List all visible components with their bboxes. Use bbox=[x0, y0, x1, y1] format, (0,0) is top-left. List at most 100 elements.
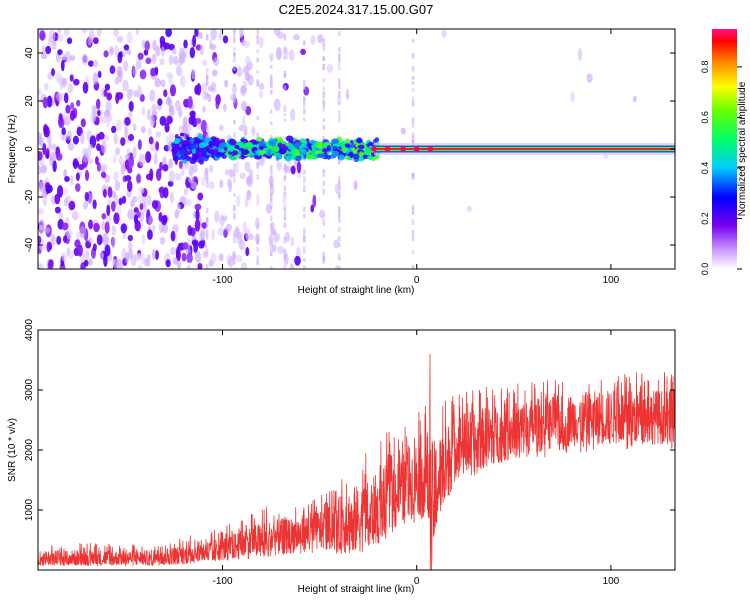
spectrogram-cell bbox=[233, 192, 236, 197]
spectrogram-cell bbox=[38, 219, 45, 230]
spectrogram-cell bbox=[196, 83, 202, 96]
spectrogram-cell bbox=[70, 175, 74, 186]
spectrogram-cell bbox=[136, 173, 141, 184]
spectrogram-cell bbox=[173, 138, 181, 144]
spectrogram-cell bbox=[205, 36, 209, 41]
spectrogram-cell bbox=[317, 34, 324, 44]
spectrogram-cell bbox=[338, 83, 341, 90]
spectrogram-cell bbox=[69, 74, 74, 82]
spectrogram-cell bbox=[233, 176, 236, 183]
spectrogram-cell bbox=[370, 146, 377, 152]
spectrogram-cell bbox=[205, 92, 209, 97]
spectrogram-cell bbox=[154, 77, 161, 88]
spectrogram-cell bbox=[411, 139, 415, 144]
spectrogram-cell bbox=[303, 258, 306, 262]
spectrogram-cell bbox=[41, 163, 48, 174]
spectrogram-cell bbox=[137, 139, 142, 150]
spectrogram-cell bbox=[88, 258, 93, 266]
spectrogram-cell bbox=[201, 222, 208, 229]
spectrogram-cell bbox=[326, 63, 334, 73]
spectrogram-cell bbox=[70, 102, 75, 110]
spectrogram-cell bbox=[233, 230, 236, 237]
spectrogram-cell bbox=[322, 251, 325, 257]
spectrogram-cell bbox=[322, 91, 325, 99]
spectrogram-cell bbox=[235, 194, 241, 207]
spectrogram-cell bbox=[145, 151, 152, 163]
spectrogram-cell bbox=[211, 229, 216, 241]
spectrogram-cell bbox=[143, 49, 149, 56]
spectrogram-cell bbox=[136, 252, 143, 260]
spectrogram-cell bbox=[201, 176, 206, 187]
colorbar-ticks: 0.0 0.2 0.4 0.6 0.8 bbox=[700, 61, 742, 275]
spectrogram-cell bbox=[241, 39, 246, 47]
spectrogram-cell bbox=[283, 185, 287, 192]
spectrogram-cell bbox=[164, 42, 171, 50]
spectrogram-cell bbox=[56, 235, 62, 245]
spectrogram-cell bbox=[303, 189, 306, 193]
spectrogram-cell bbox=[239, 172, 246, 180]
spectrogram-cell bbox=[338, 78, 341, 84]
spectrogram-cell bbox=[258, 141, 264, 147]
spectrogram-cell bbox=[118, 197, 123, 206]
spectrogram-cell bbox=[42, 97, 48, 109]
spectrogram-cell bbox=[127, 133, 135, 142]
spectrogram-cell bbox=[201, 82, 208, 94]
spectrogram-cell bbox=[165, 259, 171, 268]
spectrogram-cell bbox=[427, 146, 434, 152]
spectrogram-cell bbox=[322, 55, 325, 62]
spectrogram-cell bbox=[278, 149, 287, 155]
spectrogram-cell bbox=[47, 143, 53, 151]
x-tick-label: -100 bbox=[212, 275, 232, 286]
spectrogram-cell bbox=[38, 131, 42, 141]
spectrogram-cell bbox=[224, 168, 230, 176]
spectrogram-cell bbox=[132, 123, 137, 132]
spectrogram-cell bbox=[113, 133, 118, 145]
spectrogram-cell bbox=[222, 35, 229, 44]
spectrogram-cell bbox=[145, 173, 153, 181]
spectrogram-cell bbox=[233, 170, 236, 177]
spectrogram-cell bbox=[586, 73, 593, 84]
spectrogram-cell bbox=[338, 158, 341, 165]
spectrogram-cell bbox=[187, 225, 193, 236]
spectrogram-cell bbox=[181, 195, 186, 205]
snr-series-line bbox=[38, 354, 675, 570]
spectrogram-cell bbox=[287, 144, 295, 150]
spectrogram-cell bbox=[81, 53, 89, 66]
spectrogram-cell bbox=[256, 40, 259, 45]
spectrogram-cell bbox=[95, 156, 99, 165]
spectrogram-cell bbox=[132, 146, 137, 158]
spectrogram-cell bbox=[114, 44, 119, 57]
spectrogram-cell bbox=[62, 235, 68, 244]
spectrogram-cell bbox=[214, 210, 220, 223]
spectrogram-cell bbox=[71, 210, 79, 221]
spectrogram-cell bbox=[289, 263, 294, 269]
spectrogram-cell bbox=[205, 75, 209, 79]
spectrogram-cell bbox=[131, 195, 138, 203]
spectrogram-cell bbox=[256, 233, 259, 240]
spectrogram-cell bbox=[283, 56, 287, 60]
spectrogram-cell bbox=[238, 239, 246, 251]
spectrogram-cell bbox=[217, 33, 224, 41]
spectrogram-cell bbox=[87, 60, 94, 67]
spectrogram-cell bbox=[62, 187, 69, 196]
spectrogram-cell bbox=[233, 205, 236, 212]
spectrogram-cell bbox=[365, 151, 371, 156]
spectrogram-cell bbox=[40, 52, 48, 59]
spectrogram-cell bbox=[357, 144, 365, 149]
spectrogram-cell bbox=[268, 140, 277, 147]
spectrogram-cell bbox=[93, 222, 100, 233]
spectrogram-cell bbox=[68, 200, 76, 211]
spectrogram-cell bbox=[127, 248, 133, 260]
spectrogram-cell bbox=[176, 63, 182, 76]
y-tick-label: -20 bbox=[24, 189, 35, 204]
spectrogram-cell bbox=[170, 230, 176, 242]
y-tick-label: 1000 bbox=[24, 498, 35, 521]
spectrogram-cell bbox=[256, 222, 259, 230]
spectrogram-cell bbox=[283, 216, 287, 221]
spectrogram-cell bbox=[208, 164, 214, 173]
spectrogram-cell bbox=[227, 146, 232, 151]
spectrogram-cell bbox=[126, 147, 131, 159]
spectrogram-cell bbox=[367, 155, 374, 161]
colorbar-tick-label: 0.6 bbox=[700, 111, 710, 124]
spectrogram-cell bbox=[305, 153, 314, 160]
